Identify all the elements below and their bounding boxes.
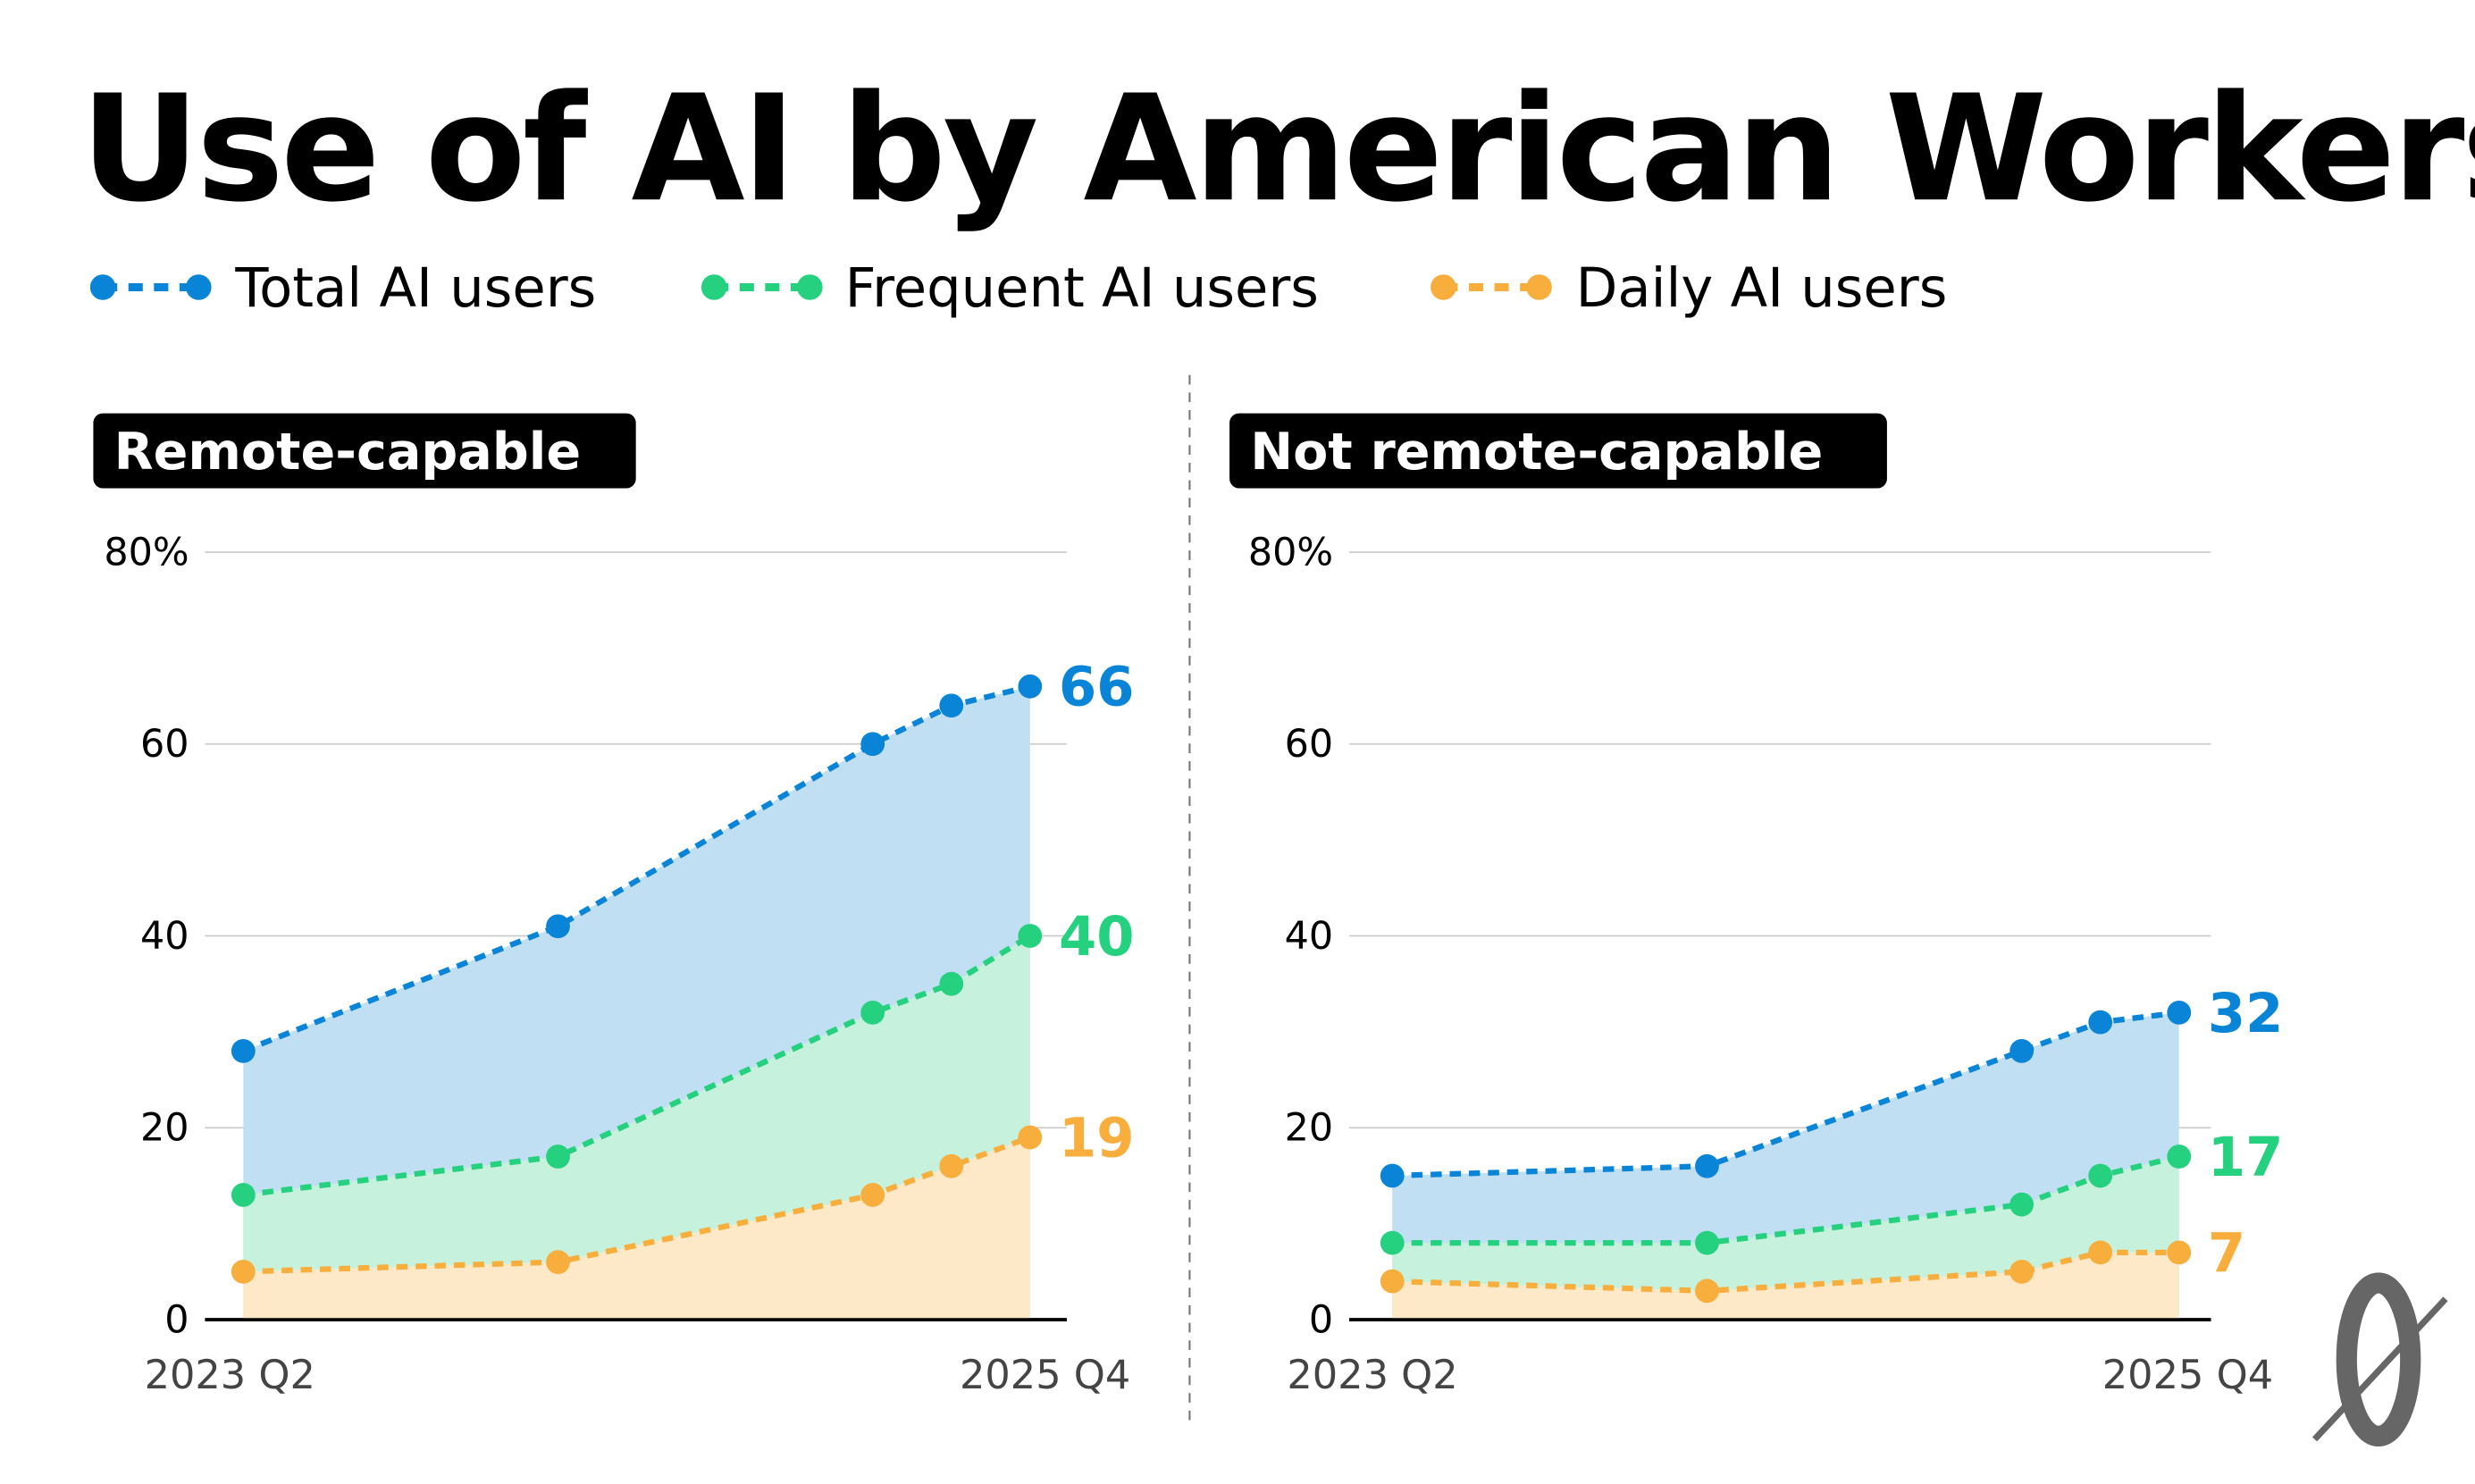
- data-point: [2088, 1163, 2113, 1188]
- series-line-frequent-ai-users: [242, 933, 1032, 1198]
- y-tick-label: 60: [140, 722, 189, 767]
- panel-label-bg: [93, 413, 636, 489]
- legend-label-frequent: Frequent AI users: [845, 257, 1319, 320]
- data-point: [2167, 1001, 2192, 1025]
- data-point: [939, 971, 964, 996]
- data-point: [1018, 1125, 1043, 1150]
- data-point: [231, 1259, 256, 1284]
- y-tick-label: 60: [1285, 722, 1334, 767]
- data-point: [2167, 1144, 2192, 1169]
- panel-remote-capable: Remote-capable 80% 60 40 20 0 66 40 19 2023 Q2 202…: [93, 413, 1135, 1398]
- data-point: [2167, 1240, 2192, 1265]
- legend-item-frequent: Frequent AI users: [701, 257, 1319, 320]
- data-point: [2009, 1259, 2035, 1284]
- panel-label-bg: [1229, 413, 1887, 489]
- y-tick-label: 80%: [104, 530, 189, 574]
- legend-marker-total: [89, 274, 116, 300]
- y-tick-label: 20: [140, 1106, 189, 1151]
- legend-item-total: Total AI users: [89, 257, 596, 320]
- logo: [2311, 1272, 2448, 1447]
- data-point: [1380, 1163, 1405, 1188]
- data-point: [939, 693, 964, 718]
- panel-title: Not remote-capable: [1250, 423, 1823, 482]
- logo-slash: [2311, 1296, 2448, 1442]
- logo-zero-glyph: [2336, 1272, 2421, 1447]
- x-tick-label: 2025 Q4: [960, 1352, 1130, 1398]
- legend-marker-daily: [1430, 274, 1456, 300]
- data-point: [2009, 1192, 2035, 1217]
- series-line-daily-ai-users: [1392, 1249, 2179, 1294]
- legend: Total AI users Frequent AI users Daily A…: [89, 257, 1947, 320]
- legend-label-daily: Daily AI users: [1576, 257, 1948, 320]
- y-tick-label: 40: [1285, 914, 1334, 959]
- data-point: [1380, 1269, 1405, 1294]
- y-tick-label: 20: [1285, 1106, 1334, 1151]
- data-point: [231, 1038, 256, 1063]
- data-point: [939, 1153, 964, 1178]
- area-daily-ai-users: [243, 1137, 1030, 1321]
- panel-not-remote-capable: Not remote-capable 80% 60 40 20 0 32 17 7 2023 Q2…: [1229, 413, 2284, 1398]
- legend-marker-frequent: [701, 274, 727, 300]
- legend-marker-frequent: [797, 274, 823, 300]
- data-point: [860, 1183, 885, 1207]
- end-value-label: 40: [1059, 906, 1135, 968]
- data-point: [2009, 1038, 2035, 1063]
- data-point: [1695, 1230, 1719, 1255]
- legend-marker-daily: [1526, 274, 1552, 300]
- y-tick-label: 80%: [1248, 530, 1333, 574]
- end-value-label: 32: [2208, 983, 2284, 1045]
- area-daily-ai-users: [1392, 1252, 2179, 1321]
- data-point: [546, 1250, 570, 1275]
- data-point: [860, 732, 885, 757]
- y-tick-label: 0: [1309, 1297, 1333, 1342]
- panel-title: Remote-capable: [114, 423, 581, 482]
- data-point: [1695, 1279, 1719, 1304]
- y-tick-label: 40: [140, 914, 189, 959]
- data-point: [1380, 1230, 1405, 1255]
- legend-marker-total: [186, 274, 212, 300]
- data-point: [231, 1183, 256, 1207]
- y-tick-label: 0: [164, 1297, 189, 1342]
- data-point: [546, 914, 570, 939]
- data-point: [1018, 924, 1043, 948]
- data-point: [1695, 1153, 1719, 1178]
- x-tick-label: 2023 Q2: [145, 1352, 315, 1398]
- data-point: [2088, 1240, 2113, 1265]
- x-tick-label: 2025 Q4: [2102, 1352, 2273, 1398]
- end-value-label: 66: [1059, 657, 1135, 719]
- x-tick-label: 2023 Q2: [1287, 1352, 1457, 1398]
- data-point: [1018, 674, 1043, 699]
- end-value-label: 7: [2208, 1222, 2245, 1285]
- data-point: [2088, 1010, 2113, 1035]
- legend-label-total: Total AI users: [234, 257, 596, 320]
- end-value-label: 17: [2208, 1127, 2284, 1189]
- data-point: [860, 1001, 885, 1025]
- chart-title: Use of AI by American Workers: [80, 63, 2475, 234]
- end-value-label: 19: [1059, 1107, 1135, 1170]
- legend-item-daily: Daily AI users: [1430, 257, 1947, 320]
- data-point: [546, 1144, 570, 1169]
